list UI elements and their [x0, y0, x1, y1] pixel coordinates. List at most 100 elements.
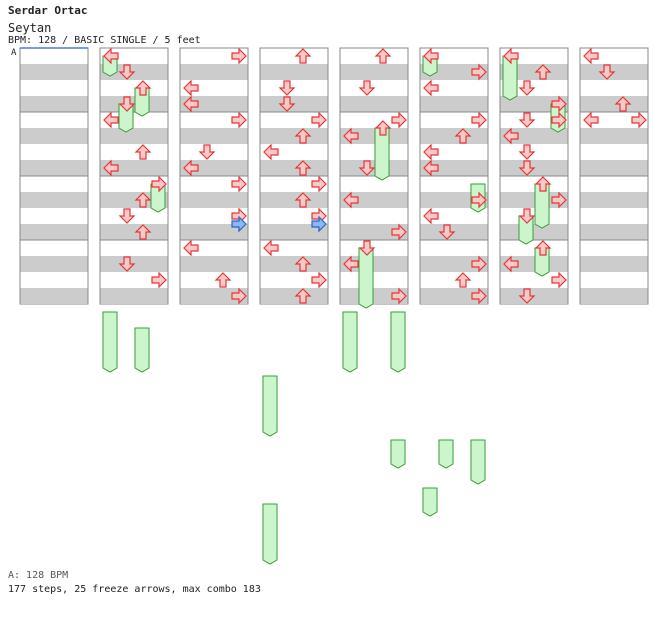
step-arrow-up — [294, 48, 312, 64]
freeze-arrow — [422, 487, 438, 517]
beat-band — [580, 256, 648, 272]
step-arrow-up — [534, 176, 552, 192]
step-arrow-down — [518, 112, 536, 128]
freeze-arrow — [390, 439, 406, 469]
step-arrow-right — [551, 191, 567, 209]
freeze-arrow — [470, 439, 486, 485]
step-arrow-down — [518, 288, 536, 304]
chart-stats: 177 steps, 25 freeze arrows, max combo 1… — [8, 584, 261, 595]
step-arrow-down — [518, 144, 536, 160]
beat-band — [20, 96, 88, 112]
beat-band — [580, 224, 648, 240]
beat-band — [100, 128, 168, 144]
beat-band — [260, 160, 328, 176]
step-arrow-down — [278, 80, 296, 96]
step-arrow-left — [423, 159, 439, 177]
step-arrow-up — [134, 224, 152, 240]
step-arrow-down — [518, 208, 536, 224]
step-arrow-up — [294, 192, 312, 208]
step-arrow-right — [471, 255, 487, 273]
freeze-arrow — [374, 127, 390, 181]
beat-band — [260, 192, 328, 208]
beat-band — [20, 256, 88, 272]
freeze-arrow — [262, 375, 278, 437]
step-arrow-up — [454, 128, 472, 144]
step-arrow-right — [471, 111, 487, 129]
step-arrow-right — [631, 111, 647, 129]
freeze-arrow — [438, 439, 454, 469]
step-arrow-left — [503, 127, 519, 145]
step-arrow-left — [423, 47, 439, 65]
beat-band — [180, 224, 248, 240]
step-arrow-left — [583, 47, 599, 65]
step-arrow-left — [423, 207, 439, 225]
freeze-arrow — [150, 183, 166, 213]
step-arrow-left — [103, 159, 119, 177]
beat-band — [580, 96, 648, 112]
step-arrow-right — [551, 95, 567, 113]
blue-arrow-right — [231, 215, 247, 233]
beat-band — [340, 288, 408, 304]
step-arrow-right — [471, 287, 487, 305]
freeze-arrow — [358, 247, 374, 309]
song-title: Seytan — [8, 21, 52, 35]
step-arrow-left — [503, 47, 519, 65]
step-arrow-down — [518, 160, 536, 176]
beat-band — [260, 64, 328, 80]
beat-band — [100, 160, 168, 176]
step-arrow-left — [423, 79, 439, 97]
step-arrow-right — [551, 111, 567, 129]
beat-band — [420, 128, 488, 144]
step-arrow-down — [198, 144, 216, 160]
beat-band — [500, 128, 568, 144]
step-arrow-left — [263, 143, 279, 161]
step-arrow-down — [358, 240, 376, 256]
blue-arrow-right — [311, 215, 327, 233]
beat-band — [260, 128, 328, 144]
beat-band — [580, 160, 648, 176]
step-chart — [19, 47, 649, 565]
step-arrow-up — [294, 256, 312, 272]
bpm-legend: A: 128 BPM — [8, 570, 69, 581]
step-arrow-up — [294, 128, 312, 144]
step-arrow-right — [311, 111, 327, 129]
song-artist: Serdar Ortac — [8, 4, 88, 17]
step-arrow-up — [294, 288, 312, 304]
beat-band — [20, 192, 88, 208]
step-arrow-left — [183, 159, 199, 177]
step-arrow-down — [118, 208, 136, 224]
beat-band — [340, 256, 408, 272]
beat-band — [20, 224, 88, 240]
step-arrow-up — [294, 160, 312, 176]
beat-band — [20, 160, 88, 176]
step-arrow-down — [358, 80, 376, 96]
step-arrow-right — [311, 175, 327, 193]
step-arrow-down — [598, 64, 616, 80]
freeze-arrow — [102, 311, 118, 373]
beat-band — [580, 128, 648, 144]
beat-band — [180, 192, 248, 208]
beat-band — [260, 288, 328, 304]
step-arrow-left — [503, 255, 519, 273]
beat-band — [180, 288, 248, 304]
beat-band — [340, 192, 408, 208]
beat-band — [20, 64, 88, 80]
step-arrow-left — [343, 191, 359, 209]
freeze-arrow — [134, 327, 150, 373]
step-arrow-down — [358, 160, 376, 176]
step-arrow-down — [438, 224, 456, 240]
beat-band — [580, 192, 648, 208]
beat-band — [180, 160, 248, 176]
freeze-arrow — [262, 503, 278, 565]
step-arrow-up — [214, 272, 232, 288]
beat-band — [420, 96, 488, 112]
beat-band — [20, 288, 88, 304]
beat-band — [420, 256, 488, 272]
beat-band — [340, 224, 408, 240]
step-arrow-left — [583, 111, 599, 129]
step-arrow-left — [423, 143, 439, 161]
step-arrow-up — [534, 64, 552, 80]
beat-band — [20, 128, 88, 144]
step-arrow-right — [231, 47, 247, 65]
step-arrow-up — [374, 120, 392, 136]
